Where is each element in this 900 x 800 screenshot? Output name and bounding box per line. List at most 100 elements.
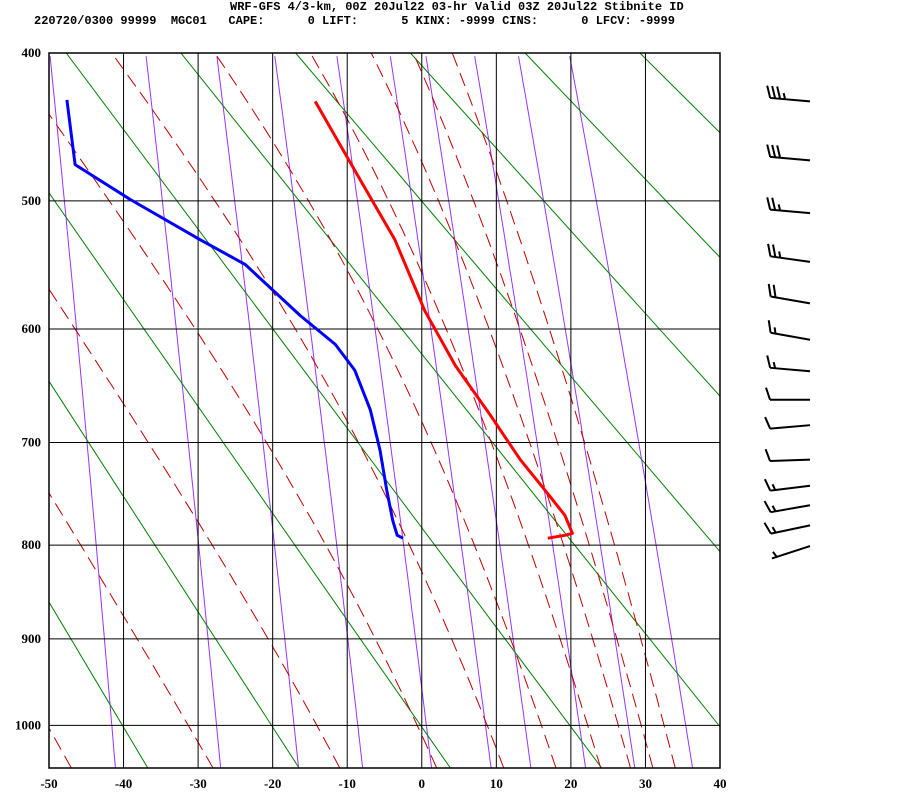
x-tick-label: 30 [639,776,652,791]
wind-barb-full [767,283,772,297]
wind-barb-staff [769,458,811,463]
wind-barb [766,144,811,162]
wind-barb-full [767,320,772,333]
wind-barb-staff [770,524,811,535]
wind-barb-staff [770,424,811,430]
wind-barb-full [764,416,772,430]
x-tick-label: -50 [40,776,57,791]
moist-adiabat-line [451,53,676,768]
wind-barb [764,448,811,463]
wind-barb-full [765,387,771,401]
mixing-ratio-line [49,56,116,768]
wind-barb-staff [770,208,811,215]
mixing-ratio-line [389,56,492,768]
wind-barb-half [773,327,777,334]
moist-adiabat-line [49,492,214,768]
wind-barb-full [766,85,772,99]
mixing-ratio-line [569,56,694,768]
dry-adiabat-line [295,53,720,553]
plot-frame [48,52,721,769]
x-tick-label: 40 [714,776,727,791]
x-tick-label: -10 [339,776,356,791]
wind-barb-full [771,85,777,99]
dry-adiabat-line [65,53,603,768]
sounding-indices: 220720/0300 99999 MGC01 CAPE: 0 LIFT: 5 … [34,14,675,28]
wind-barb-half [772,361,777,369]
y-tick-label: 400 [22,45,42,60]
moist-adiabat-line [309,53,602,768]
wind-barb-staff [770,504,811,514]
mixing-ratio-line [474,56,587,768]
wind-barb [765,387,810,401]
mixing-ratio-line [274,56,364,768]
wind-barb-staff [770,96,811,103]
moist-adiabat-line [111,53,505,768]
wind-barb-half [771,505,777,512]
x-tick-label: 20 [564,776,577,791]
dewpoint-profile-line [65,99,404,540]
chart-title: WRF-GFS 4/3-km, 00Z 20Jul22 03-hr Valid … [230,0,684,14]
mixing-ratio-line [145,56,222,768]
mixing-ratio-line [336,56,433,768]
x-tick-label: -30 [189,776,206,791]
dry-adiabat-line [639,53,720,134]
y-tick-label: 600 [22,321,42,336]
wind-barb-staff [770,155,811,162]
wind-barb [763,500,811,514]
dry-adiabat-line [755,53,900,768]
wind-barb-staff [770,331,811,341]
dry-adiabat-line [410,53,720,397]
wind-barb-full [763,500,772,513]
y-tick-label: 1000 [15,717,41,732]
wind-barb [764,416,811,430]
moist-adiabat-line [49,113,438,768]
y-tick-label: 500 [22,193,42,208]
x-tick-label: 10 [490,776,503,791]
wind-barb [767,283,811,305]
wind-barb-full [776,86,782,100]
wind-barb [763,522,811,535]
moist-adiabat-line [370,53,631,768]
wind-barb-full [763,522,772,535]
dry-adiabat-line [869,53,900,768]
wind-barb [766,85,811,103]
wind-barb-full [771,197,777,211]
wind-barb-full [763,478,772,492]
dry-adiabat-line [180,53,720,728]
moist-adiabat-line [214,53,557,768]
wind-barb-half [777,204,782,211]
wind-barb-half [772,551,778,558]
moist-adiabat-line [49,727,72,768]
wind-barb [766,355,811,373]
dry-adiabat-line [49,191,451,768]
x-tick-label: -40 [115,776,132,791]
mixing-ratio-line [518,56,636,768]
wind-barb-half [771,526,777,534]
wind-barb [767,320,811,341]
x-tick-label: 0 [419,776,426,791]
temperature-profile-line [313,100,574,540]
mixing-ratio-line [216,56,300,768]
wind-barb-full [772,284,777,298]
mixing-ratio-line [425,56,532,768]
wind-barb-full [764,448,771,462]
wind-barb-full [772,244,777,258]
wind-barb-half [782,92,787,100]
wind-barb [766,197,811,215]
y-tick-label: 900 [22,631,42,646]
moist-adiabat-line [412,53,654,768]
wind-barb-staff [770,255,811,263]
wind-barb-full [771,144,777,158]
wind-barb-full [766,355,772,369]
dry-adiabat-line [49,601,149,768]
wind-barb-staff [770,295,811,305]
wind-barb [771,545,811,560]
wind-barb-half [778,251,782,258]
wind-barb-full [766,197,772,210]
wind-barb-staff [771,545,811,560]
wind-barb-full [776,145,782,158]
wind-barb-full [766,144,772,158]
wind-barb-half [771,483,777,491]
moist-adiabat-line [49,288,341,768]
